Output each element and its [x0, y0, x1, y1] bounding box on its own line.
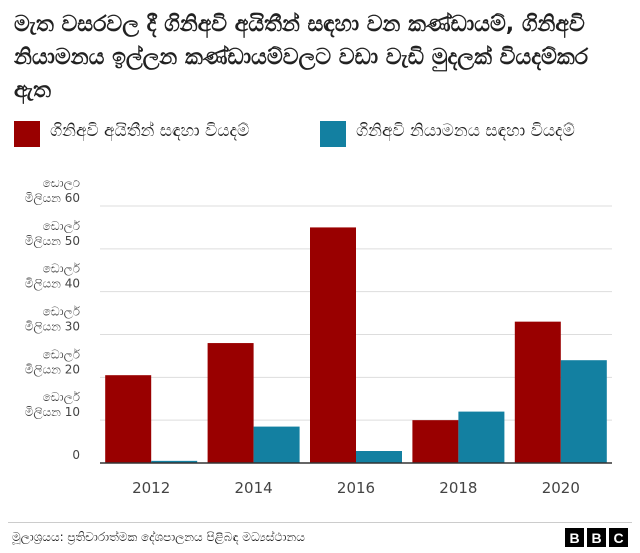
- y-tick-label-line: මිලියන 40: [25, 277, 80, 292]
- logo-letter-b1: B: [565, 528, 584, 547]
- y-tick-label-line: ඩොලර්: [43, 390, 81, 405]
- legend: ගිනිඅවි අයිතීන් සඳහා වියදම් ගිනිඅවි නියා…: [14, 118, 630, 174]
- y-tick-label-line: ඩොලර්: [43, 305, 81, 320]
- bar-regulation: [560, 360, 607, 463]
- legend-item-rights: ගිනිඅවි අයිතීන් සඳහා වියදම්: [14, 118, 280, 147]
- bar-rights: [310, 227, 356, 463]
- legend-label-rights: ගිනිඅවි අයිතීන් සඳහා වියදම්: [50, 121, 250, 141]
- bar-regulation: [458, 411, 505, 463]
- bar-rights: [105, 375, 152, 463]
- y-tick-label-line: මිලියන 10: [25, 405, 80, 420]
- bar-chart: 0 ඩොලර් මිලියන 10 ඩොලර් මිලියන 20 ඩොලර් මිලියන…: [0, 180, 640, 510]
- logo-letter-b2: B: [587, 528, 606, 547]
- x-tick-label: 2014: [235, 479, 273, 497]
- source-note: මූලාශ්‍රයය: ප්‍රතිචාරාත්මක දේශපාලනය පිළි…: [12, 530, 305, 544]
- y-tick-label: ඩොලර් මිලියන 20: [25, 347, 81, 377]
- y-tick-label: ඩොලර් මිලියන 50: [25, 219, 81, 249]
- bar-rights: [514, 321, 561, 463]
- y-tick-label: ඩොලර් මිලියන 10: [25, 390, 81, 420]
- legend-item-regulation: ගිනිඅවි නියාමනය සඳහා වියදම්: [320, 118, 586, 147]
- bar-regulation: [356, 451, 402, 463]
- x-tick-label: 2020: [542, 479, 580, 497]
- x-tick-label: 2018: [439, 479, 477, 497]
- bar-regulation: [151, 460, 198, 463]
- bbc-logo: B B C: [565, 528, 628, 547]
- y-tick-label-line: මිලියන 60: [25, 191, 80, 206]
- y-tick-label-line: මිලියන 50: [25, 234, 80, 249]
- x-tick-label: 2012: [132, 479, 170, 497]
- bar-regulation: [253, 426, 300, 463]
- y-tick-label: ඩොලර් මිලියන 40: [25, 262, 81, 292]
- x-tick-label: 2016: [337, 479, 375, 497]
- y-tick-label-line: ඩොලර්: [43, 219, 81, 234]
- legend-label-regulation: ගිනිඅවි නියාමනය සඳහා වියදම්: [356, 121, 575, 141]
- legend-swatch-regulation: [320, 121, 346, 147]
- bar-chart-svg: 0ඩොලර් මිලියන 10ඩොලර් මිලියන 20ඩොලර් මිලියන…: [25, 180, 612, 497]
- y-tick-label-line: ඩොලර්: [43, 262, 81, 277]
- logo-letter-c: C: [609, 528, 628, 547]
- y-tick-label-line: ඩොලර්: [43, 180, 81, 191]
- y-tick-label: ඩොලර් මිලියන 30: [25, 305, 81, 335]
- y-tick-label: 0: [72, 448, 80, 462]
- chart-title: මැත වසරවල දී ගිනිඅවි අයිතීන් සඳහා වන කණ්…: [14, 12, 588, 103]
- y-tick-label-line: මිලියන 20: [25, 362, 80, 377]
- bar-rights: [207, 343, 254, 463]
- y-tick-label: ඩොලර් මිලියන 60: [25, 180, 81, 206]
- y-tick-label-line: 0: [72, 448, 80, 462]
- legend-swatch-rights: [14, 121, 40, 147]
- bar-rights: [412, 420, 459, 463]
- y-tick-label-line: ඩොලර්: [43, 347, 81, 362]
- footer-divider: [8, 522, 632, 523]
- y-tick-label-line: මිලියන 30: [25, 320, 80, 335]
